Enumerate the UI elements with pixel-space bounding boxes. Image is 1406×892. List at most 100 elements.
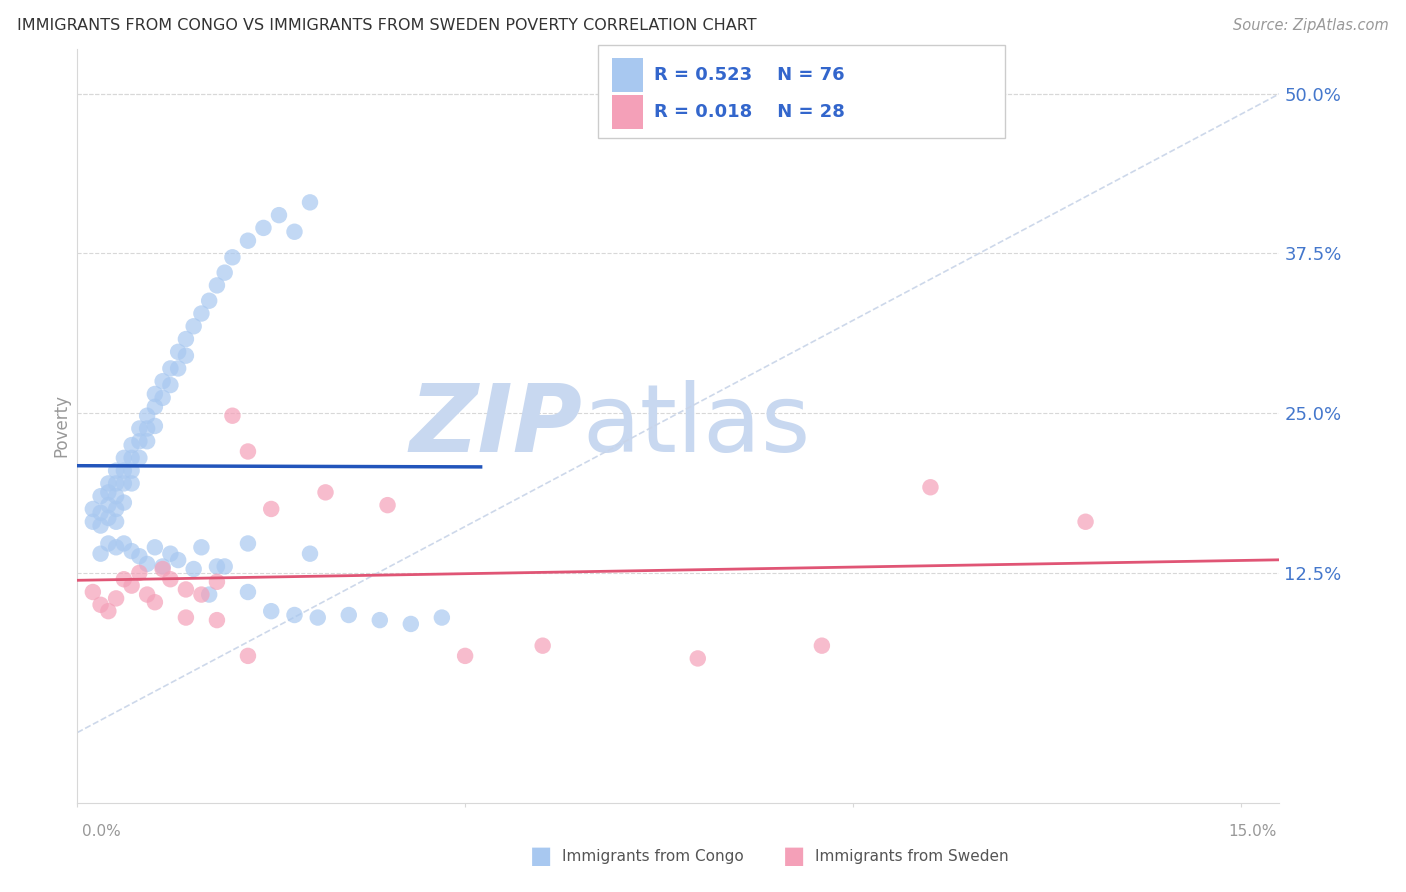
Point <box>97 511 120 525</box>
Point <box>205 559 228 574</box>
Point <box>97 485 120 500</box>
Text: 0.0%: 0.0% <box>82 824 121 838</box>
Point <box>105 476 128 491</box>
Text: ■: ■ <box>530 845 553 868</box>
Text: R = 0.018    N = 28: R = 0.018 N = 28 <box>654 103 845 121</box>
Point <box>112 476 135 491</box>
Point <box>811 639 834 653</box>
Point <box>174 332 197 346</box>
Point <box>112 572 135 586</box>
Point <box>136 409 159 423</box>
Point <box>136 421 159 435</box>
Point <box>90 489 112 503</box>
Point <box>221 409 243 423</box>
Point <box>105 464 128 478</box>
Point <box>920 480 942 494</box>
Point <box>377 498 399 512</box>
Point <box>260 604 283 618</box>
Point <box>399 616 422 631</box>
Point <box>315 485 337 500</box>
Point <box>190 588 212 602</box>
Point <box>205 278 228 293</box>
Point <box>128 549 150 564</box>
Point <box>121 450 143 465</box>
Point <box>159 378 181 392</box>
Point <box>686 651 709 665</box>
Point <box>128 434 150 449</box>
Point <box>307 610 329 624</box>
Point <box>136 557 159 571</box>
Point <box>337 607 360 622</box>
Point <box>105 541 128 555</box>
Point <box>105 489 128 503</box>
Point <box>198 588 221 602</box>
Point <box>128 450 150 465</box>
Point <box>283 225 305 239</box>
Point <box>112 450 135 465</box>
Point <box>236 234 259 248</box>
Point <box>152 559 174 574</box>
Y-axis label: Poverty: Poverty <box>52 394 70 458</box>
Text: R = 0.523    N = 76: R = 0.523 N = 76 <box>654 66 845 84</box>
Point <box>128 421 150 435</box>
Point <box>174 610 197 624</box>
Point <box>90 518 112 533</box>
Point <box>236 585 259 599</box>
Point <box>252 221 274 235</box>
Point <box>159 572 181 586</box>
Point <box>121 579 143 593</box>
Point <box>82 585 104 599</box>
Point <box>90 506 112 520</box>
Point <box>430 610 453 624</box>
Text: Immigrants from Sweden: Immigrants from Sweden <box>815 849 1010 863</box>
Point <box>1074 515 1097 529</box>
Point <box>236 536 259 550</box>
Point <box>152 562 174 576</box>
Point <box>531 639 554 653</box>
Point <box>152 391 174 405</box>
Point <box>221 250 243 264</box>
Point <box>82 502 104 516</box>
Point <box>214 559 236 574</box>
Point <box>167 344 190 359</box>
Text: 15.0%: 15.0% <box>1229 824 1277 838</box>
Point <box>298 195 321 210</box>
Point <box>97 604 120 618</box>
Point <box>121 544 143 558</box>
Point <box>267 208 290 222</box>
Point <box>97 476 120 491</box>
Point <box>174 582 197 597</box>
Point <box>236 444 259 458</box>
Point <box>90 598 112 612</box>
Point <box>143 595 166 609</box>
Point <box>105 502 128 516</box>
Text: Source: ZipAtlas.com: Source: ZipAtlas.com <box>1233 18 1389 33</box>
Point <box>205 574 228 589</box>
Text: ZIP: ZIP <box>409 380 582 472</box>
Point <box>121 438 143 452</box>
Point <box>143 400 166 414</box>
Point <box>190 306 212 320</box>
Text: atlas: atlas <box>582 380 810 472</box>
Point <box>167 553 190 567</box>
Point <box>183 319 205 334</box>
Point <box>136 588 159 602</box>
Point <box>143 387 166 401</box>
Point <box>121 476 143 491</box>
Point <box>90 547 112 561</box>
Point <box>236 648 259 663</box>
Point <box>183 562 205 576</box>
Point <box>112 495 135 509</box>
Point <box>105 515 128 529</box>
Point <box>97 536 120 550</box>
Point <box>112 536 135 550</box>
Point <box>143 419 166 434</box>
Point <box>368 613 391 627</box>
Point <box>454 648 477 663</box>
Point <box>159 361 181 376</box>
Point <box>167 361 190 376</box>
Point <box>128 566 150 580</box>
Point <box>260 502 283 516</box>
Point <box>214 266 236 280</box>
Point <box>105 591 128 606</box>
